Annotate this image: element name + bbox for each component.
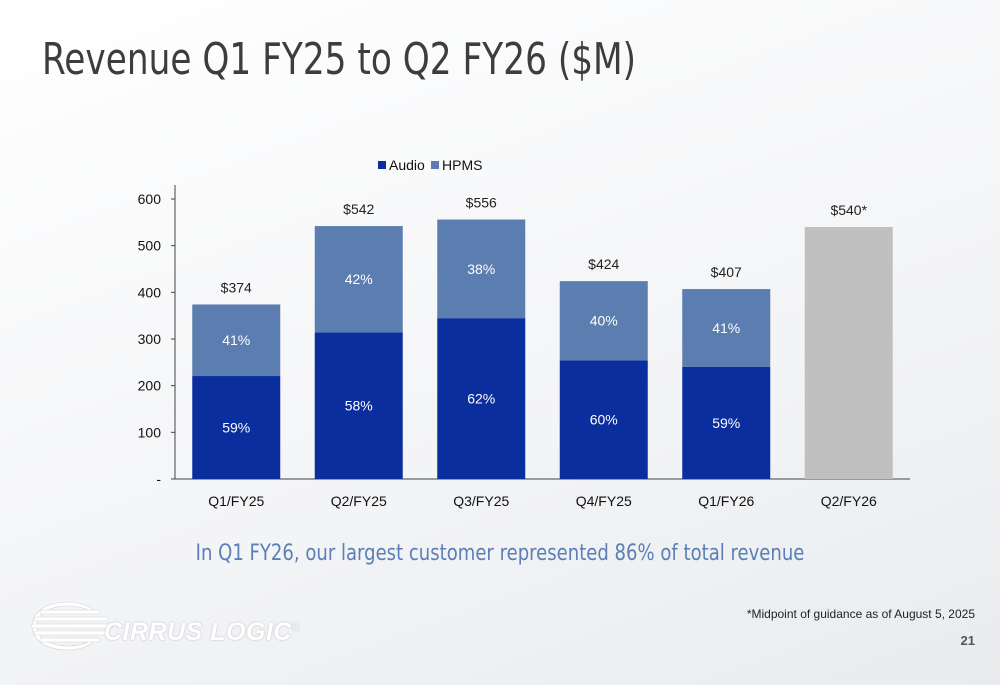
x-tick-label: Q1/FY25: [208, 493, 264, 509]
data-label-audio: 59%: [712, 415, 740, 431]
bar-hpms: [437, 219, 526, 319]
data-label-hpms: 41%: [712, 320, 740, 336]
data-label-audio: 59%: [222, 420, 250, 436]
legend-swatch-audio: [378, 161, 386, 169]
page-title: Revenue Q1 FY25 to Q2 FY26 ($M): [42, 34, 637, 85]
data-label-hpms: 41%: [222, 332, 250, 348]
data-label-total: $374: [221, 279, 252, 295]
data-label-total: $542: [343, 201, 374, 217]
data-label-total: $424: [588, 256, 619, 272]
bar-hpms: [192, 304, 281, 377]
bar-audio: [192, 376, 281, 479]
x-tick-label: Q1/FY26: [698, 493, 754, 509]
legend-swatch-hpms: [431, 161, 439, 169]
page-number: 21: [960, 633, 975, 648]
data-label-hpms: 40%: [590, 313, 618, 329]
y-tick-label: 500: [138, 238, 162, 254]
bar-hpms: [314, 226, 403, 333]
y-tick-label: -: [156, 471, 161, 487]
bar-audio: [437, 318, 526, 479]
data-label-audio: 62%: [467, 391, 495, 407]
y-tick-label: 300: [138, 331, 162, 347]
y-tick-label: 600: [138, 191, 162, 207]
guidance-bar: [804, 227, 893, 479]
callout-text: In Q1 FY26, our largest customer represe…: [195, 541, 805, 566]
bar-audio: [559, 360, 648, 479]
x-tick-label: Q2/FY26: [821, 493, 877, 509]
data-label-hpms: 42%: [345, 271, 373, 287]
bar-audio: [314, 332, 403, 479]
data-label-audio: 58%: [345, 398, 373, 414]
data-label-total: $556: [466, 195, 497, 211]
legend-label-audio: Audio: [389, 157, 425, 173]
y-tick-label: 200: [138, 378, 162, 394]
y-tick-label: 400: [138, 284, 162, 300]
x-tick-label: Q3/FY25: [453, 493, 509, 509]
bar-hpms: [682, 289, 771, 367]
guidance-footnote: *Midpoint of guidance as of August 5, 20…: [746, 607, 975, 621]
data-label-hpms: 38%: [467, 261, 495, 277]
logo-wordmark: CIRRUS LOGIC®: [104, 618, 300, 646]
cirrus-logic-logo: [30, 601, 114, 651]
data-label-total: $407: [711, 264, 742, 280]
data-label-total: $540*: [830, 202, 867, 218]
x-tick-label: Q4/FY25: [576, 493, 632, 509]
x-tick-label: Q2/FY25: [331, 493, 387, 509]
bar-audio: [682, 366, 771, 479]
legend-label-hpms: HPMS: [442, 157, 482, 173]
revenue-chart: - 100 200 300 400 500 600 59% 41% $374 Q1/FY25 58% 4…: [138, 157, 910, 509]
data-label-audio: 60%: [590, 412, 618, 428]
y-tick-label: 100: [138, 424, 162, 440]
bar-hpms: [559, 281, 648, 361]
